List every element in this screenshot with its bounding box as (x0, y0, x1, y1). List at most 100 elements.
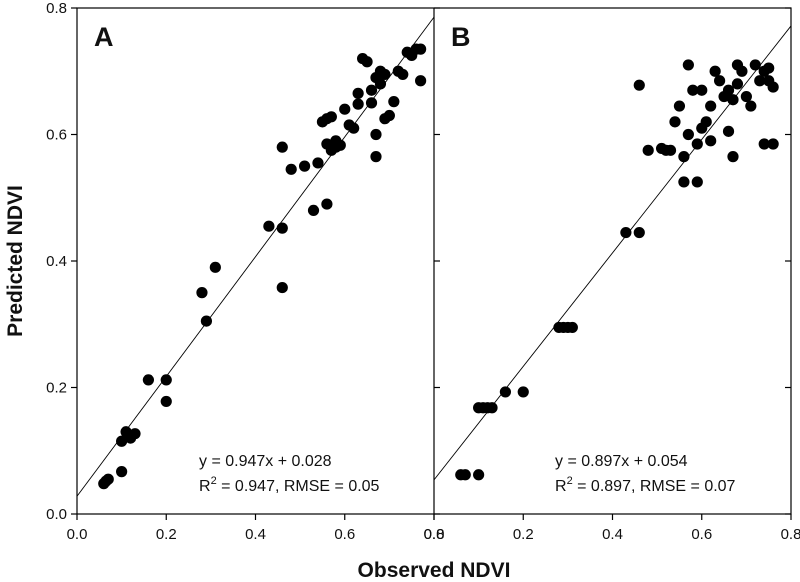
r2-rest-b: = 0.897, RMSE = 0.07 (573, 478, 736, 495)
point-a-21 (312, 157, 324, 169)
point-b-47 (754, 75, 766, 87)
x-tick-label-a-0: 0.0 (67, 526, 88, 543)
point-b-34 (709, 65, 721, 77)
point-a-2 (102, 473, 114, 485)
point-a-35 (352, 98, 364, 110)
point-b-20 (669, 116, 681, 128)
point-b-53 (767, 81, 779, 93)
point-a-13 (209, 261, 221, 273)
y-tick-label-0: 0.0 (46, 506, 67, 523)
point-b-15 (633, 79, 645, 91)
point-b-48 (758, 138, 770, 150)
point-a-41 (370, 151, 382, 163)
x-tick-label-a-2: 0.4 (245, 526, 266, 543)
point-a-19 (298, 160, 311, 172)
point-a-17 (276, 141, 288, 153)
point-b-19 (664, 144, 677, 156)
point-a-7 (129, 428, 141, 440)
point-b-46 (749, 59, 761, 71)
r2-prefix-a: R (199, 478, 211, 495)
equation-b: y = 0.897x + 0.054 (555, 453, 688, 470)
point-b-42 (731, 78, 744, 90)
point-a-37 (361, 56, 373, 68)
point-a-8 (142, 374, 154, 386)
point-a-4 (116, 435, 128, 447)
point-a-11 (196, 287, 208, 299)
point-a-12 (200, 315, 213, 327)
point-a-23 (321, 198, 333, 210)
point-a-25 (325, 111, 337, 123)
point-b-29 (696, 84, 708, 96)
point-b-38 (722, 84, 735, 96)
point-a-10 (160, 395, 172, 408)
point-a-33 (348, 122, 360, 134)
point-a-39 (365, 97, 378, 109)
y-tick-label-2: 0.4 (46, 253, 67, 270)
point-a-46 (383, 109, 395, 122)
panel-letter-a: A (94, 22, 114, 52)
data-points (98, 43, 779, 490)
point-a-40 (370, 128, 382, 141)
y-tick-label-3: 0.6 (46, 127, 67, 144)
point-a-3 (116, 466, 128, 478)
point-a-14 (263, 220, 275, 232)
point-b-12 (566, 321, 578, 334)
point-a-16 (276, 281, 288, 294)
point-a-55 (370, 71, 382, 84)
point-a-53 (415, 43, 427, 55)
x-tick-label-b-4: 0.8 (781, 526, 800, 543)
point-a-34 (352, 87, 364, 99)
fit-line-a (76, 16, 435, 497)
point-a-30 (334, 139, 346, 151)
axis-ticks (71, 7, 792, 520)
point-b-35 (714, 75, 726, 87)
point-b-32 (705, 135, 717, 147)
point-b-44 (740, 90, 752, 103)
equation-a: y = 0.947x + 0.028 (199, 453, 332, 470)
r2-rest-a: = 0.947, RMSE = 0.05 (217, 478, 380, 495)
point-b-8 (517, 386, 529, 398)
x-tick-label-a-3: 0.6 (334, 526, 355, 543)
point-a-47 (388, 96, 400, 108)
point-b-43 (736, 65, 748, 77)
tick-labels: 0.0 0.2 0.4 0.6 0.8 0.0 0.2 0.4 0.6 0.8 0.0 0.2 0.4 0… (46, 0, 800, 543)
point-b-26 (687, 84, 699, 96)
r2-rmse-a: R2 = 0.947, RMSE = 0.05 (199, 475, 380, 495)
point-a-54 (415, 75, 427, 87)
point-b-2 (473, 469, 485, 481)
point-b-7 (499, 386, 511, 398)
y-tick-label-4: 0.8 (46, 0, 67, 17)
x-tick-label-b-3: 0.6 (691, 526, 712, 543)
r2-sup-b: 2 (567, 475, 573, 487)
point-b-22 (678, 176, 690, 188)
point-b-51 (763, 62, 775, 74)
point-a-20 (307, 204, 320, 216)
point-b-31 (700, 116, 712, 128)
point-b-40 (727, 94, 739, 106)
point-a-31 (339, 103, 351, 115)
x-tick-label-a-1: 0.2 (156, 526, 177, 543)
point-b-45 (745, 100, 757, 112)
x-axis-title: Observed NDVI (358, 559, 511, 582)
point-b-13 (620, 226, 632, 239)
point-b-28 (691, 138, 703, 150)
point-b-39 (727, 151, 739, 163)
x-tick-label-b-2: 0.4 (602, 526, 623, 543)
point-b-52 (767, 138, 779, 150)
x-tick-label-b-1: 0.2 (513, 526, 534, 543)
point-a-18 (285, 163, 297, 175)
point-a-9 (160, 374, 172, 386)
y-axis-title: Predicted NDVI (4, 185, 27, 337)
point-a-38 (365, 84, 378, 96)
point-b-24 (682, 59, 694, 71)
r2-prefix-b: R (555, 478, 567, 495)
point-a-15 (276, 222, 288, 234)
panel-letter-b: B (451, 22, 471, 52)
point-b-16 (642, 144, 654, 156)
x-tick-label-b-0: 0.0 (424, 526, 445, 543)
y-tick-label-1: 0.2 (46, 380, 67, 397)
point-b-33 (705, 100, 717, 112)
point-b-23 (678, 151, 690, 163)
point-a-49 (397, 68, 409, 81)
